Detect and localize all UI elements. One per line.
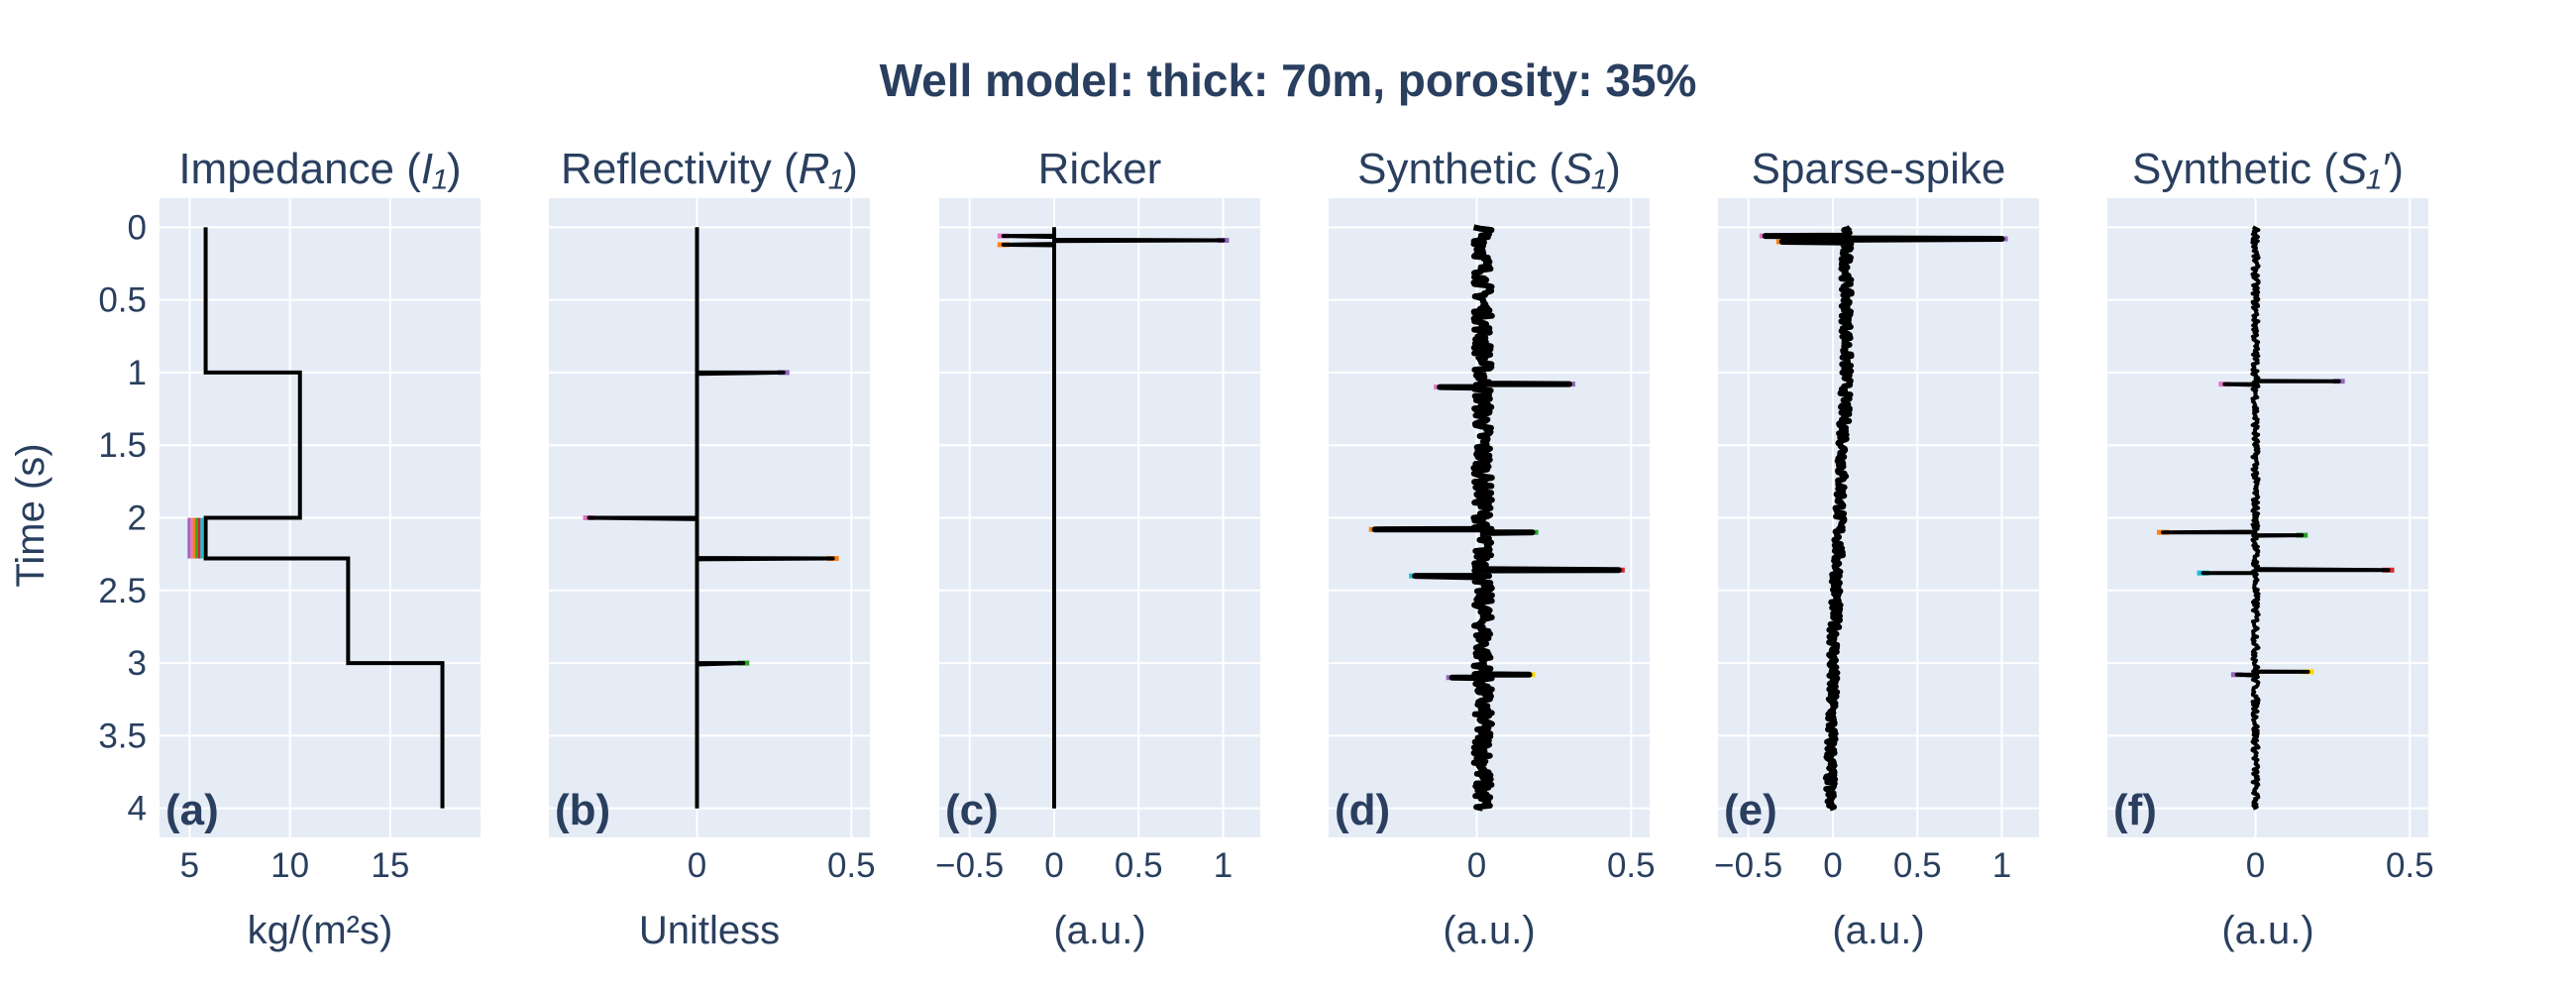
x-tick-label: 15: [371, 846, 409, 885]
x-tick-label: 0: [1823, 846, 1842, 885]
x-tick-label: −0.5: [1714, 846, 1782, 885]
x-axis-title: (a.u.): [1053, 909, 1145, 952]
x-tick-label: 0: [688, 846, 706, 885]
x-tick-label: 0: [1467, 846, 1486, 885]
panel-letter: (c): [945, 786, 999, 834]
panel-5: 0 0.5 Synthetic (S₁′) (a.u.) (f): [2107, 145, 2434, 952]
panel-title: Sparse-spike: [1752, 145, 2006, 193]
trace-group: [187, 227, 445, 809]
realization-band: [192, 517, 196, 559]
x-tick-label: 0.5: [827, 846, 876, 885]
x-axis-title: (a.u.): [2221, 909, 2313, 952]
panel-letter: (a): [165, 786, 219, 834]
realization-band: [197, 517, 201, 559]
x-tick-label: 1: [1992, 846, 2011, 885]
figure-title: Well model: thick: 70m, porosity: 35%: [880, 55, 1697, 106]
panel-title: Synthetic (S₁′): [2132, 145, 2404, 193]
x-axis-title: Unitless: [639, 909, 780, 952]
trace-line: [1001, 226, 1226, 810]
x-tick-label: 0: [2246, 846, 2265, 885]
panel-letter: (b): [555, 786, 610, 834]
x-tick-label: 0.5: [2386, 846, 2434, 885]
y-tick-label: 0: [128, 208, 147, 247]
trace-line: [2161, 225, 2391, 811]
y-tick-label: 3.5: [98, 716, 147, 755]
y-axis-title: Time (s): [9, 443, 53, 587]
panel-title: Reflectivity (R₁): [561, 145, 858, 193]
y-tick-label: 2.5: [98, 572, 147, 610]
realization-band: [200, 517, 203, 559]
x-tick-label: 10: [270, 846, 309, 885]
panel-letter: (e): [1724, 786, 1777, 834]
trace-line: [587, 226, 835, 810]
y-tick-label: 2: [128, 499, 147, 538]
x-tick-label: −0.5: [935, 846, 1004, 885]
panel-title: Impedance (I₁): [178, 145, 461, 193]
realization-band: [195, 517, 198, 559]
trace-group: [1759, 225, 2008, 812]
realization-band: [189, 517, 193, 559]
panel-3: 0 0.5 Synthetic (S₁) (a.u.) (d): [1329, 145, 1656, 952]
x-axis-title: kg/(m²s): [248, 909, 393, 952]
x-tick-label: 0: [1044, 846, 1063, 885]
panel-title: Synthetic (S₁): [1357, 145, 1621, 193]
x-axis-title: (a.u.): [1443, 909, 1535, 952]
panel-1: 0 0.5 Reflectivity (R₁) Unitless (b): [549, 145, 876, 952]
realization-band: [187, 517, 190, 559]
x-tick-label: 5: [180, 846, 199, 885]
x-tick-label: 0.5: [1607, 846, 1656, 885]
trace-group: [2157, 225, 2395, 811]
trace-line: [1371, 224, 1622, 812]
trace-group: [1368, 224, 1625, 812]
trace-group: [997, 226, 1230, 810]
x-tick-label: 0.5: [1115, 846, 1163, 885]
panel-4: −0.5 0 0.5 1 Sparse-spike (a.u.) (e): [1714, 145, 2039, 952]
y-tick-label: 4: [128, 790, 147, 828]
trace-line: [1762, 225, 2005, 812]
y-tick-label: 1.5: [98, 426, 147, 465]
x-tick-label: 0.5: [1893, 846, 1942, 885]
trace-group: [583, 226, 839, 810]
impedance-trace: [203, 227, 445, 809]
panel-2: −0.5 0 0.5 1 Ricker (a.u.) (c): [935, 145, 1260, 952]
panel-title: Ricker: [1038, 145, 1162, 193]
y-tick-label: 1: [128, 354, 147, 392]
panel-0: 5 10 15 0 0.5 1 1.5 2 2.5 3 3.5 4 Impedance (I₁) kg/(…: [98, 145, 481, 952]
panel-letter: (f): [2113, 786, 2157, 834]
y-tick-label: 3: [128, 644, 147, 683]
panel-letter: (d): [1335, 786, 1390, 834]
x-axis-title: (a.u.): [1832, 909, 1924, 952]
x-tick-label: 1: [1214, 846, 1233, 885]
y-tick-label: 0.5: [98, 281, 147, 320]
